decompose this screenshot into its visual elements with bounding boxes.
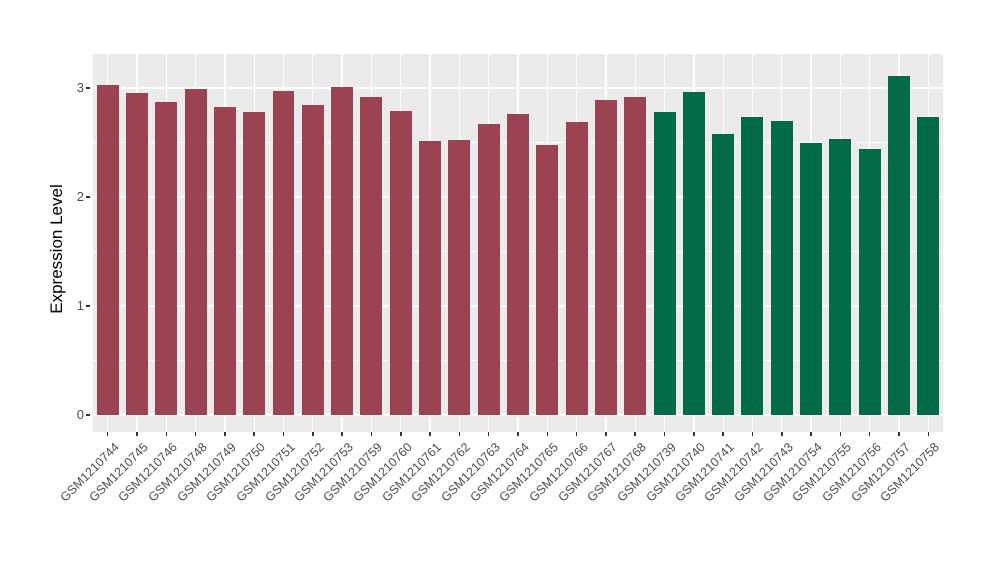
x-axis-tick xyxy=(312,432,314,436)
bar xyxy=(536,144,559,415)
x-axis-tick xyxy=(693,432,695,436)
bar xyxy=(213,106,236,415)
x-axis-tick xyxy=(165,432,168,436)
y-axis-tick xyxy=(86,196,90,198)
bar xyxy=(96,84,119,415)
x-axis-tick xyxy=(575,432,578,436)
bar xyxy=(507,114,529,415)
bar xyxy=(770,120,793,415)
bar xyxy=(829,139,852,415)
x-axis-tick xyxy=(898,432,900,436)
x-axis-tick xyxy=(429,432,431,436)
bar xyxy=(477,123,500,415)
x-axis-tick xyxy=(282,432,285,436)
x-axis-tick xyxy=(487,432,490,436)
x-axis-tick xyxy=(400,432,402,436)
bar xyxy=(184,89,207,415)
y-tick-label: 1 xyxy=(76,298,84,313)
bar xyxy=(155,102,178,415)
x-axis-tick xyxy=(106,432,109,436)
x-axis-tick xyxy=(458,432,461,436)
x-axis-tick xyxy=(224,432,226,436)
x-axis-tick xyxy=(781,432,783,436)
x-axis-tick xyxy=(634,432,636,436)
bar xyxy=(594,100,617,415)
bar xyxy=(858,149,881,415)
x-axis-tick xyxy=(370,432,373,436)
y-tick-label: 0 xyxy=(76,407,84,422)
bar xyxy=(331,86,354,415)
bar xyxy=(448,140,471,415)
y-tick-label: 2 xyxy=(76,189,84,204)
y-axis-tick xyxy=(86,414,90,416)
x-axis-tick xyxy=(546,432,549,436)
bar xyxy=(653,111,676,415)
x-axis-tick xyxy=(663,432,666,436)
bar xyxy=(272,91,295,415)
bar xyxy=(243,111,266,415)
x-axis-tick xyxy=(868,432,871,436)
x-axis-tick xyxy=(722,432,724,436)
x-axis-tick xyxy=(751,432,754,436)
x-axis-tick xyxy=(194,432,197,436)
bar xyxy=(800,142,823,415)
x-axis-tick xyxy=(341,432,343,436)
y-tick-label: 3 xyxy=(76,80,84,95)
y-axis-tick xyxy=(86,305,90,307)
x-axis-tick xyxy=(927,432,930,436)
bar xyxy=(712,133,735,415)
x-axis-tick xyxy=(810,432,812,436)
bar xyxy=(565,121,588,415)
bar xyxy=(360,96,383,415)
bar xyxy=(888,76,910,415)
bar xyxy=(624,96,647,415)
y-axis-tick xyxy=(86,87,90,89)
x-axis-tick xyxy=(136,432,138,436)
x-axis-tick xyxy=(839,432,842,436)
chart-panel xyxy=(93,54,943,432)
x-axis-tick xyxy=(517,432,519,436)
bar xyxy=(682,92,705,415)
bar xyxy=(741,117,764,415)
x-axis-tick xyxy=(253,432,255,436)
bar xyxy=(917,117,940,415)
bar xyxy=(419,141,442,415)
bar xyxy=(301,105,324,415)
x-axis-tick xyxy=(605,432,607,436)
bar xyxy=(125,93,148,415)
bar xyxy=(389,110,412,415)
